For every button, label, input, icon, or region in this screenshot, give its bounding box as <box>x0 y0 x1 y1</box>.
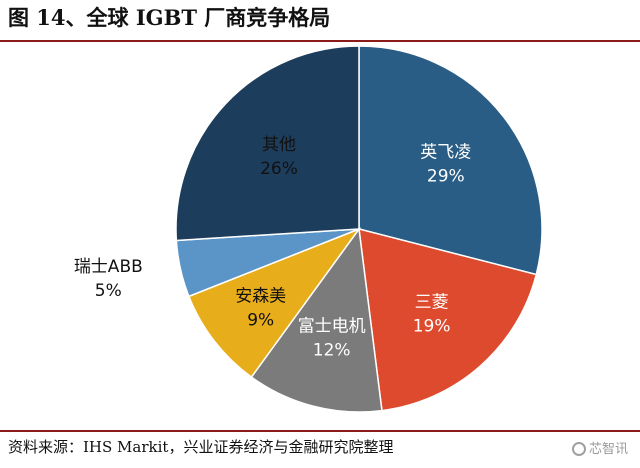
slice-name-label-3: 安森美 <box>235 286 286 306</box>
source-note: 资料来源：IHS Markit，兴业证券经济与金融研究院整理 <box>8 438 394 456</box>
slice-percent-label-2: 12% <box>313 340 351 360</box>
pie-slice-5 <box>175 45 360 242</box>
pie-slice-2 <box>250 227 383 413</box>
slice-percent-label-0: 29% <box>427 167 465 187</box>
pie-slice-3 <box>187 227 362 379</box>
title-rule <box>0 40 640 42</box>
pie-slice-1 <box>358 227 538 412</box>
pie-labels: 英飞凌 29% 三菱 19% 富士电机 12% 安森美 9% 瑞士ABB 5% 其他 26% <box>74 135 471 361</box>
watermark: 芯智讯 <box>571 438 628 457</box>
slice-percent-label-3: 9% <box>247 310 274 330</box>
slice-percent-label-5: 26% <box>260 159 298 179</box>
slice-name-label-1: 三菱 <box>415 292 449 312</box>
pie-slice-0 <box>358 45 543 276</box>
slice-percent-label-4: 5% <box>95 281 122 301</box>
slice-name-label-4: 瑞士ABB <box>74 257 143 277</box>
pie-slices <box>175 45 543 413</box>
slice-name-label-2: 富士电机 <box>298 316 366 336</box>
slice-name-label-0: 英飞凌 <box>420 143 471 163</box>
slice-name-label-5: 其他 <box>262 135 296 155</box>
watermark-text: 芯智讯 <box>588 442 628 457</box>
figure-title: 图 14、全球 IGBT 厂商竞争格局 <box>8 5 331 30</box>
slice-percent-label-1: 19% <box>413 316 451 336</box>
wechat-icon <box>571 442 586 456</box>
source-rule <box>0 430 640 432</box>
